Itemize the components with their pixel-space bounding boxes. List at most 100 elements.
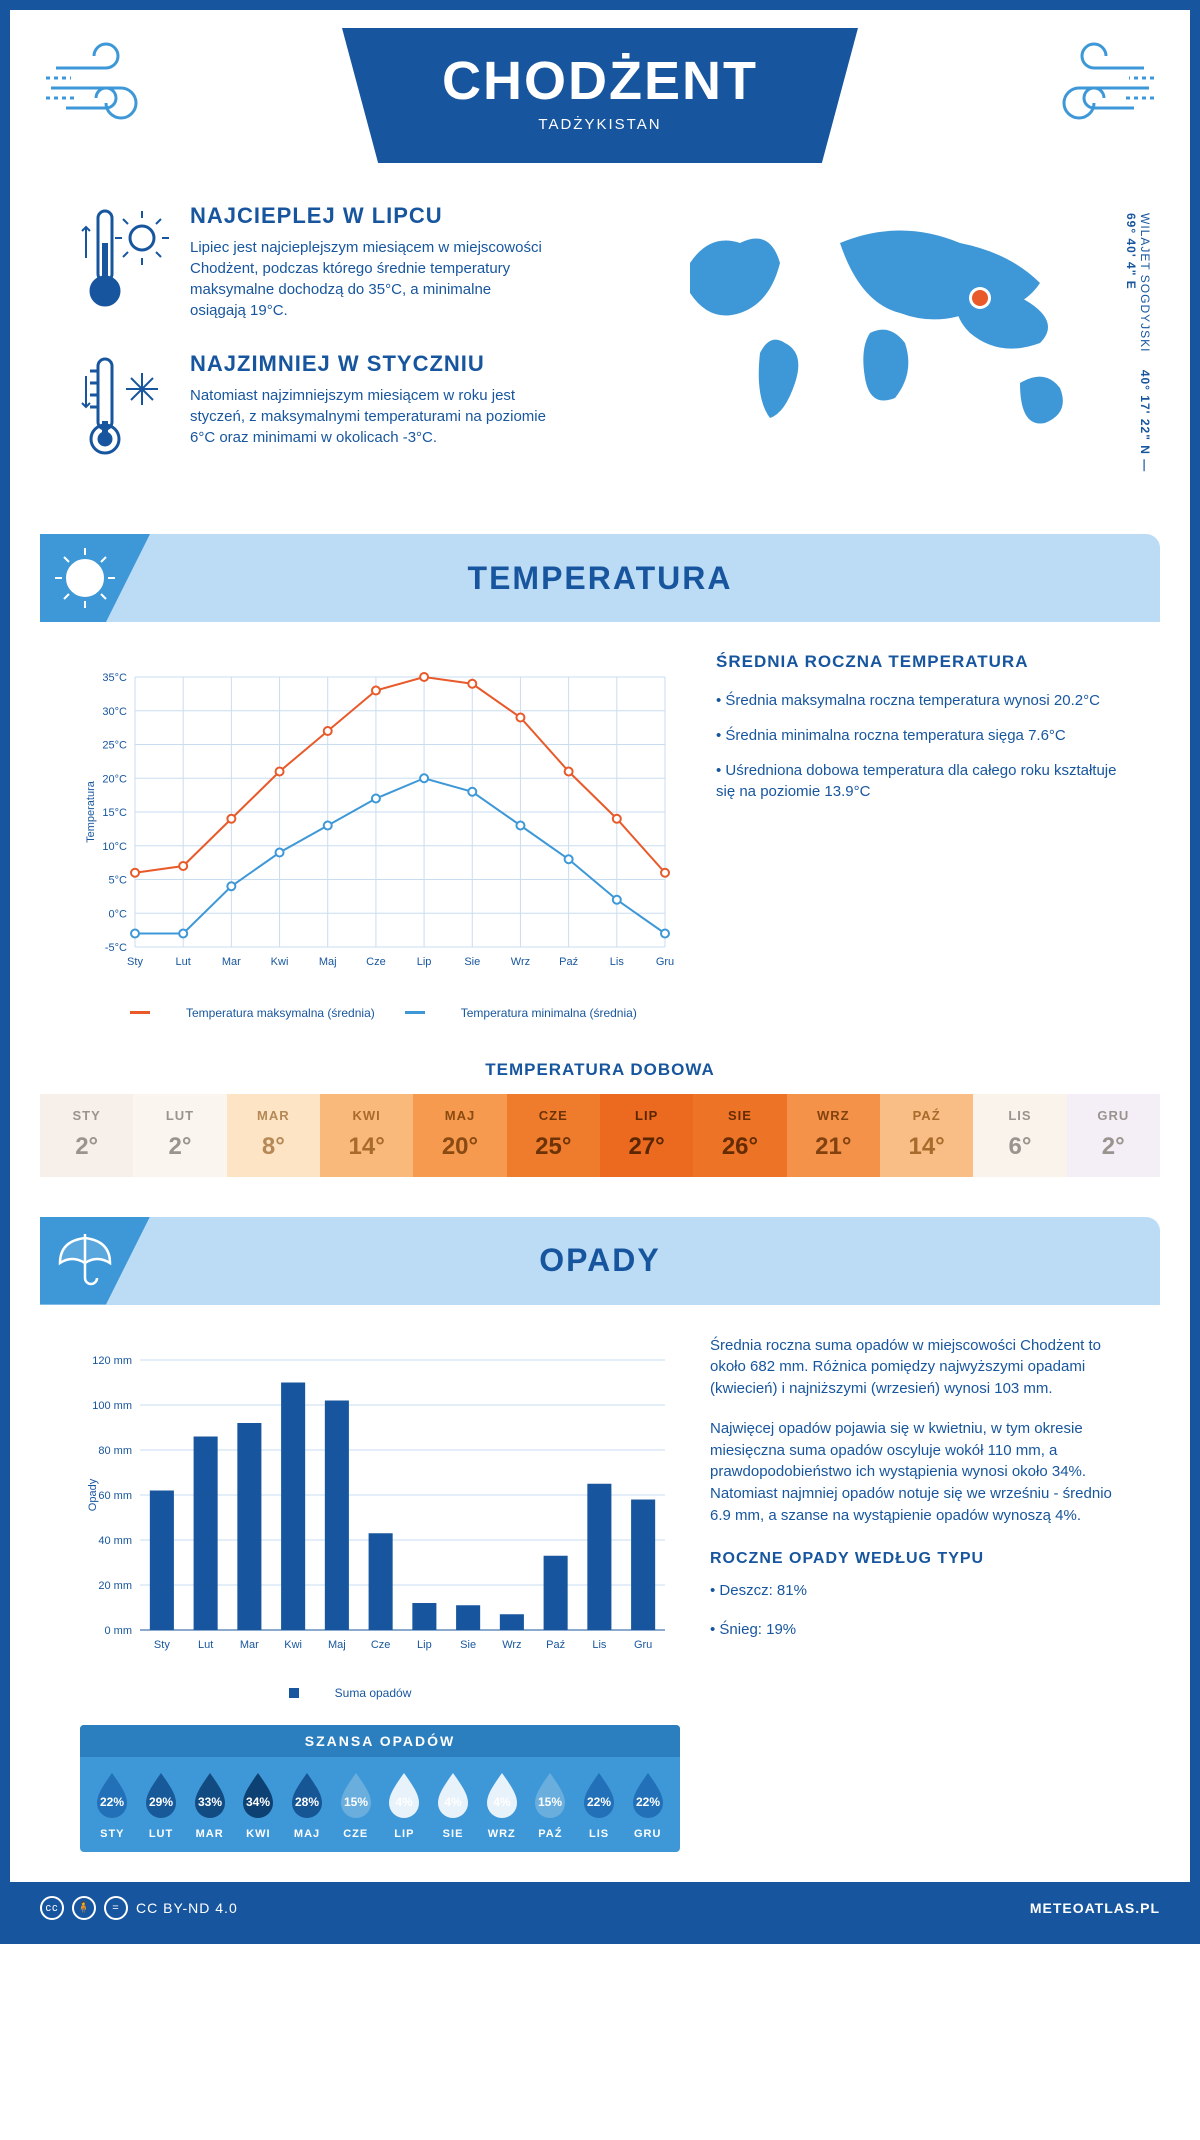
svg-text:Mar: Mar bbox=[222, 956, 241, 968]
svg-text:35°C: 35°C bbox=[102, 672, 127, 684]
cc-icon: cc bbox=[40, 1896, 64, 1920]
heat-cell: LIP 27° bbox=[600, 1094, 693, 1177]
svg-text:Paź: Paź bbox=[546, 1639, 565, 1651]
rain-chance-cell: 4% WRZ bbox=[477, 1769, 526, 1840]
svg-text:40 mm: 40 mm bbox=[98, 1535, 132, 1547]
svg-text:30°C: 30°C bbox=[102, 706, 127, 718]
intro-facts: NAJCIEPLEJ W LIPCU Lipiec jest najcieple… bbox=[80, 203, 630, 496]
svg-text:25°C: 25°C bbox=[102, 740, 127, 752]
svg-text:0°C: 0°C bbox=[109, 908, 128, 920]
world-map-wrap: WILAJET SOGDYJSKI 40° 17' 22" N — 69° 40… bbox=[660, 203, 1120, 496]
wind-icon-left bbox=[46, 38, 176, 143]
precipitation-legend: Suma opadów bbox=[80, 1680, 680, 1701]
heat-cell: PAŹ 14° bbox=[880, 1094, 973, 1177]
avg-bullet3: • Uśredniona dobowa temperatura dla całe… bbox=[716, 760, 1120, 802]
nd-icon: = bbox=[104, 1896, 128, 1920]
precipitation-text: Średnia roczna suma opadów w miejscowośc… bbox=[710, 1335, 1120, 1701]
rain-chance-cell: 22% GRU bbox=[623, 1769, 672, 1840]
section-banner-temperature: TEMPERATURA bbox=[40, 534, 1160, 622]
heat-cell: MAJ 20° bbox=[413, 1094, 506, 1177]
title-banner: CHODŻENT TADŻYKISTAN bbox=[342, 28, 858, 163]
svg-text:Wrz: Wrz bbox=[502, 1639, 521, 1651]
rain-chance-cell: 4% LIP bbox=[380, 1769, 429, 1840]
temperature-averages: ŚREDNIA ROCZNA TEMPERATURA • Średnia mak… bbox=[716, 652, 1120, 1020]
svg-text:29%: 29% bbox=[149, 1795, 173, 1809]
fact-hot-text: Lipiec jest najcieplejszym miesiącem w m… bbox=[190, 237, 550, 321]
svg-text:10°C: 10°C bbox=[102, 841, 127, 853]
svg-text:20 mm: 20 mm bbox=[98, 1580, 132, 1592]
avg-title: ŚREDNIA ROCZNA TEMPERATURA bbox=[716, 652, 1120, 672]
heat-cell: KWI 14° bbox=[320, 1094, 413, 1177]
svg-text:15%: 15% bbox=[538, 1795, 562, 1809]
svg-text:100 mm: 100 mm bbox=[92, 1400, 132, 1412]
coordinates-label: WILAJET SOGDYJSKI 40° 17' 22" N — 69° 40… bbox=[1124, 213, 1152, 496]
fact-cold-text: Natomiast najzimniejszym miesiącem w rok… bbox=[190, 385, 550, 448]
rain-chance-cell: 29% LUT bbox=[137, 1769, 186, 1840]
svg-text:Lip: Lip bbox=[417, 1639, 432, 1651]
svg-text:Lip: Lip bbox=[417, 956, 432, 968]
rain-chance-cell: 28% MAJ bbox=[283, 1769, 332, 1840]
heat-cell: MAR 8° bbox=[227, 1094, 320, 1177]
svg-text:4%: 4% bbox=[444, 1795, 462, 1809]
svg-text:Mar: Mar bbox=[240, 1639, 259, 1651]
svg-text:Sie: Sie bbox=[464, 956, 480, 968]
svg-text:4%: 4% bbox=[396, 1795, 414, 1809]
heat-cell: LIS 6° bbox=[973, 1094, 1066, 1177]
svg-text:20°C: 20°C bbox=[102, 773, 127, 785]
license-text: CC BY-ND 4.0 bbox=[136, 1900, 238, 1916]
rain-chance-cell: 34% KWI bbox=[234, 1769, 283, 1840]
precipitation-chart: 0 mm20 mm40 mm60 mm80 mm100 mm120 mmStyL… bbox=[80, 1335, 680, 1701]
avg-bullet2: • Średnia minimalna roczna temperatura s… bbox=[716, 725, 1120, 746]
svg-text:Gru: Gru bbox=[634, 1639, 652, 1651]
temperature-legend: Temperatura maksymalna (średnia)Temperat… bbox=[80, 997, 686, 1020]
svg-text:22%: 22% bbox=[587, 1795, 611, 1809]
heat-cell: CZE 25° bbox=[507, 1094, 600, 1177]
wind-icon-right bbox=[1024, 38, 1154, 143]
svg-text:Sty: Sty bbox=[154, 1639, 170, 1651]
svg-text:120 mm: 120 mm bbox=[92, 1355, 132, 1367]
daily-temp-title: TEMPERATURA DOBOWA bbox=[10, 1060, 1190, 1080]
svg-text:Sty: Sty bbox=[127, 956, 143, 968]
rain-chance-panel: SZANSA OPADÓW 22% STY 29% LUT 33% MAR bbox=[80, 1725, 680, 1852]
license-block: cc 🧍 = CC BY-ND 4.0 bbox=[40, 1896, 238, 1920]
precip-p2: Najwięcej opadów pojawia się w kwietniu,… bbox=[710, 1418, 1120, 1527]
svg-text:Lis: Lis bbox=[592, 1639, 607, 1651]
svg-text:60 mm: 60 mm bbox=[98, 1490, 132, 1502]
svg-text:15°C: 15°C bbox=[102, 807, 127, 819]
svg-text:22%: 22% bbox=[636, 1795, 660, 1809]
precip-p1: Średnia roczna suma opadów w miejscowośc… bbox=[710, 1335, 1120, 1400]
rain-chance-cell: 4% SIE bbox=[429, 1769, 478, 1840]
fact-coldest: NAJZIMNIEJ W STYCZNIU Natomiast najzimni… bbox=[80, 351, 630, 466]
svg-text:Temperatura: Temperatura bbox=[85, 780, 97, 843]
svg-text:5°C: 5°C bbox=[109, 875, 128, 887]
infographic-frame: CHODŻENT TADŻYKISTAN bbox=[0, 0, 1200, 1944]
header: CHODŻENT TADŻYKISTAN bbox=[10, 10, 1190, 173]
precip-type-title: ROCZNE OPADY WEDŁUG TYPU bbox=[710, 1547, 1120, 1570]
section-banner-precipitation: OPADY bbox=[40, 1217, 1160, 1305]
heat-cell: GRU 2° bbox=[1067, 1094, 1160, 1177]
heat-cell: STY 2° bbox=[40, 1094, 133, 1177]
precipitation-body: 0 mm20 mm40 mm60 mm80 mm100 mm120 mmStyL… bbox=[10, 1305, 1190, 1711]
svg-text:Lut: Lut bbox=[198, 1639, 213, 1651]
section-title-temperature: TEMPERATURA bbox=[468, 560, 733, 597]
intro-section: NAJCIEPLEJ W LIPCU Lipiec jest najcieple… bbox=[10, 173, 1190, 516]
svg-text:Maj: Maj bbox=[319, 956, 337, 968]
rain-chance-cell: 22% STY bbox=[88, 1769, 137, 1840]
fact-hot-title: NAJCIEPLEJ W LIPCU bbox=[190, 203, 550, 229]
svg-text:Gru: Gru bbox=[656, 956, 674, 968]
svg-text:80 mm: 80 mm bbox=[98, 1445, 132, 1457]
svg-text:Lut: Lut bbox=[176, 956, 191, 968]
heat-cell: WRZ 21° bbox=[787, 1094, 880, 1177]
sun-corner-icon bbox=[40, 534, 150, 622]
fact-hottest: NAJCIEPLEJ W LIPCU Lipiec jest najcieple… bbox=[80, 203, 630, 321]
daily-temp-heatmap: STY 2° LUT 2° MAR 8° KWI 14° MAJ 20° CZE… bbox=[40, 1094, 1160, 1177]
heat-cell: LUT 2° bbox=[133, 1094, 226, 1177]
footer: cc 🧍 = CC BY-ND 4.0 METEOATLAS.PL bbox=[10, 1882, 1190, 1934]
svg-text:Wrz: Wrz bbox=[511, 956, 530, 968]
svg-text:Sie: Sie bbox=[460, 1639, 476, 1651]
rain-chance-cell: 33% MAR bbox=[185, 1769, 234, 1840]
heat-cell: SIE 26° bbox=[693, 1094, 786, 1177]
thermometer-sun-icon bbox=[80, 203, 170, 321]
svg-text:-5°C: -5°C bbox=[105, 942, 127, 954]
svg-text:Kwi: Kwi bbox=[284, 1639, 302, 1651]
